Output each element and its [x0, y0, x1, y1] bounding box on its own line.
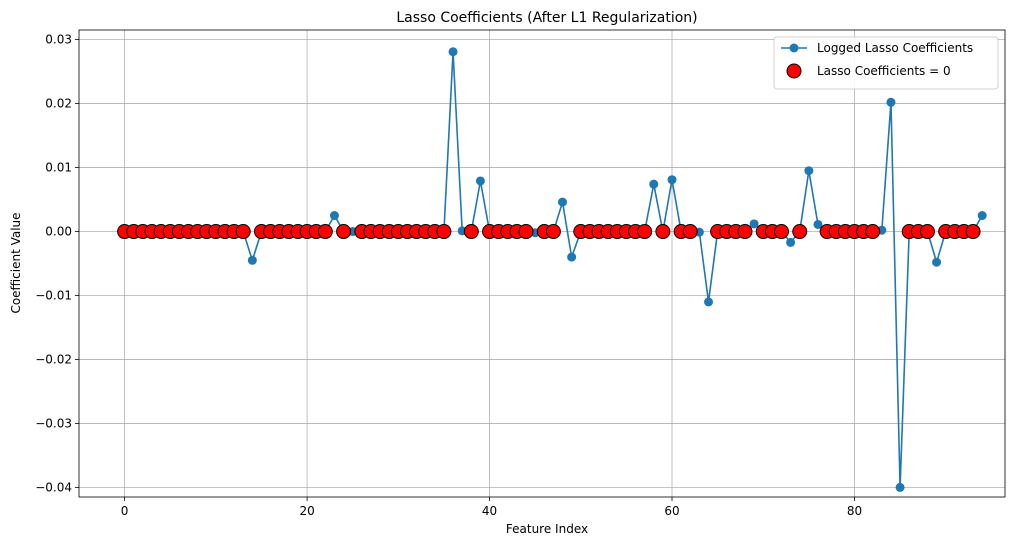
y-axis-label: Coefficient Value — [9, 212, 23, 313]
logged-coefficient-point — [804, 166, 814, 176]
zero-coefficient-point — [792, 224, 808, 240]
legend-zero-marker — [786, 63, 802, 79]
zero-marker-layer — [117, 224, 981, 240]
zero-coefficient-point — [336, 224, 352, 240]
logged-coefficient-point — [932, 257, 942, 267]
logged-coefficient-point — [329, 211, 339, 221]
zero-coefficient-point — [637, 224, 653, 240]
legend: Logged Lasso Coefficients Lasso Coeffici… — [773, 36, 999, 90]
zero-coefficient-point — [865, 224, 881, 240]
y-tick-label: 0.02 — [45, 97, 72, 111]
zero-coefficient-point — [655, 224, 671, 240]
zero-coefficient-point — [235, 224, 251, 240]
logged-coefficient-point — [813, 219, 823, 229]
logged-coefficient-point — [475, 176, 485, 186]
y-tick-label: −0.04 — [35, 480, 72, 494]
logged-coefficient-point — [786, 237, 796, 247]
y-tick-label: 0.00 — [45, 225, 72, 239]
zero-coefficient-point — [317, 224, 333, 240]
legend-line-marker — [789, 43, 799, 53]
zero-coefficient-point — [436, 224, 452, 240]
logged-coefficient-point — [886, 97, 896, 107]
logged-coefficient-point — [649, 179, 659, 189]
logged-coefficient-point — [667, 175, 677, 185]
zero-coefficient-point — [965, 224, 981, 240]
y-tick-label: 0.03 — [45, 33, 72, 47]
x-tick-label: 40 — [482, 504, 497, 518]
logged-coefficient-point — [895, 482, 905, 492]
plot-frame — [78, 29, 1006, 498]
x-tick-label: 60 — [664, 504, 679, 518]
plot-area — [79, 30, 1005, 497]
legend-label-zero: Lasso Coefficients = 0 — [817, 64, 951, 78]
y-tick-label: 0.01 — [45, 161, 72, 175]
logged-coefficient-point — [247, 255, 257, 265]
zero-coefficient-point — [919, 224, 935, 240]
zero-coefficient-point — [773, 224, 789, 240]
logged-coefficient-point — [448, 47, 458, 57]
chart-title: Lasso Coefficients (After L1 Regularizat… — [396, 10, 697, 26]
x-tick-label: 80 — [847, 504, 862, 518]
y-tick-label: −0.02 — [35, 352, 72, 366]
zero-coefficient-point — [545, 224, 561, 240]
zero-coefficient-point — [463, 224, 479, 240]
zero-coefficient-point — [737, 224, 753, 240]
x-tick-label: 0 — [121, 504, 129, 518]
logged-coefficient-point — [703, 297, 713, 307]
x-axis-label: Feature Index — [506, 522, 588, 536]
y-tick-label: −0.01 — [35, 288, 72, 302]
zero-coefficient-point — [518, 224, 534, 240]
legend-label-logged: Logged Lasso Coefficients — [817, 41, 973, 55]
logged-coefficient-point — [567, 252, 577, 262]
zero-coefficient-point — [682, 224, 698, 240]
logged-coefficient-point — [558, 197, 568, 207]
x-tick-label: 20 — [299, 504, 314, 518]
y-tick-label: −0.03 — [35, 416, 72, 430]
axis-ticks: 0 20 40 60 80 −0.04 −0.03 −0.02 −0.01 0.00 0.01 0.0… — [35, 33, 862, 518]
logged-coefficient-point — [977, 211, 987, 221]
logged-coefficient-point — [749, 219, 759, 229]
legend-box — [773, 36, 999, 90]
